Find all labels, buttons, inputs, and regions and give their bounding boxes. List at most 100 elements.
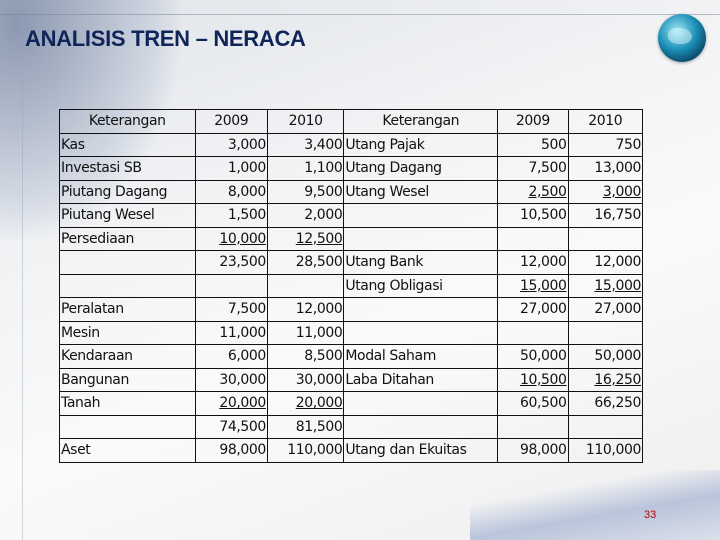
liability-2009-cell [497, 320, 569, 345]
liability-2009: 60,500 [519, 395, 567, 412]
asset-2010-cell: 8,500 [266, 344, 345, 369]
liability-2010-cell: 750 [567, 132, 644, 157]
liability-2009: 500 [541, 136, 567, 153]
liability-2009-cell [497, 414, 569, 439]
liability-2009: 50,000 [519, 348, 567, 365]
asset-2010-cell: 110,000 [266, 438, 345, 463]
liability-2010: 12,000 [594, 254, 641, 271]
liability-label: Modal Saham [345, 348, 436, 365]
asset-label-cell: Piutang Wesel [59, 203, 196, 228]
liability-2010-cell: 15,000 [567, 273, 644, 298]
asset-label: Kas [61, 136, 85, 153]
liability-2009: 27,000 [519, 301, 567, 318]
liability-2009: 10,500 [519, 371, 567, 388]
asset-2009-cell: 3,000 [194, 132, 268, 157]
table-row: Peralatan 7,500 12,000 27,000 27,000 [59, 297, 644, 322]
background-swoosh [470, 470, 720, 540]
asset-2010-cell: 12,000 [266, 297, 345, 322]
liability-label-cell: Utang dan Ekuitas [343, 438, 499, 463]
asset-2010-cell: 11,000 [266, 320, 345, 345]
liability-2010-cell: 16,250 [567, 367, 644, 392]
liability-label: Utang Dagang [345, 160, 442, 177]
liability-2010-cell [567, 320, 644, 345]
table-row: Piutang Dagang 8,000 9,500 Utang Wesel 2,500… [59, 179, 644, 204]
table-row: Persediaan 10,000 12,500 [59, 226, 644, 251]
liability-label-cell: Laba Ditahan [343, 367, 499, 392]
liability-2009-cell [497, 226, 569, 251]
liability-2010-cell: 3,000 [567, 179, 644, 204]
table-row: Aset 98,000 110,000 Utang dan Ekuitas 98,000… [59, 438, 644, 463]
liability-label-cell: Utang Pajak [343, 132, 499, 157]
liability-label-cell: Modal Saham [343, 344, 499, 369]
liability-2009-cell: 500 [497, 132, 569, 157]
table-row: Piutang Wesel 1,500 2,000 10,500 16,750 [59, 203, 644, 228]
header-cell: 2010 [567, 109, 644, 134]
table-row: Tanah 20,000 20,000 60,500 66,250 [59, 391, 644, 416]
liability-2010-cell [567, 226, 644, 251]
asset-label: Tanah [61, 395, 101, 412]
asset-2009-cell: 7,500 [194, 297, 268, 322]
header-cell: Keterangan [343, 109, 499, 134]
liability-label-cell [343, 391, 499, 416]
asset-label: Mesin [61, 324, 100, 341]
liability-label-cell: Utang Bank [343, 250, 499, 275]
liability-2009: 2,500 [528, 183, 567, 200]
liability-label: Utang Pajak [345, 136, 425, 153]
asset-label: Piutang Dagang [61, 183, 168, 200]
liability-2010: 66,250 [594, 395, 641, 412]
asset-2010: 2,000 [304, 207, 343, 224]
asset-2009-cell: 1,000 [194, 156, 268, 181]
table-row: 74,500 81,500 [59, 414, 644, 439]
liability-2010-cell: 50,000 [567, 344, 644, 369]
liability-2010: 15,000 [594, 277, 641, 294]
asset-label: Bangunan [61, 371, 129, 388]
liability-2009: 12,000 [519, 254, 567, 271]
table-row: Kendaraan 6,000 8,500 Modal Saham 50,000 50,0… [59, 344, 644, 369]
header-cell: Keterangan [59, 109, 196, 134]
liability-2009-cell: 50,000 [497, 344, 569, 369]
asset-2010: 11,000 [295, 324, 343, 341]
liability-2009-cell: 10,500 [497, 367, 569, 392]
liability-label-cell [343, 226, 499, 251]
asset-label-cell: Persediaan [59, 226, 196, 251]
page-number: 33 [644, 509, 657, 521]
liability-2009: 98,000 [519, 442, 567, 459]
liability-2010: 13,000 [594, 160, 641, 177]
asset-2009: 23,500 [219, 254, 266, 271]
table-header-row: Keterangan 2009 2010 Keterangan 2009 201… [59, 109, 644, 134]
asset-2009-cell: 74,500 [194, 414, 268, 439]
asset-2010: 8,500 [304, 348, 343, 365]
asset-2009-cell: 6,000 [194, 344, 268, 369]
asset-2010: 12,500 [295, 230, 343, 247]
liability-label: Laba Ditahan [345, 371, 434, 388]
asset-label-cell: Kendaraan [59, 344, 196, 369]
asset-2009-cell [194, 273, 268, 298]
header-cell: 2009 [194, 109, 268, 134]
liability-label-cell [343, 414, 499, 439]
liability-label-cell: Utang Wesel [343, 179, 499, 204]
asset-2009-cell: 10,000 [194, 226, 268, 251]
asset-2010-cell [266, 273, 345, 298]
asset-2010-cell: 9,500 [266, 179, 345, 204]
liability-label-cell [343, 297, 499, 322]
asset-label: Aset [61, 442, 91, 459]
asset-label-cell: Investasi SB [59, 156, 196, 181]
liability-2010-cell: 110,000 [567, 438, 644, 463]
liability-2010-cell: 12,000 [567, 250, 644, 275]
table-row: Mesin 11,000 11,000 [59, 320, 644, 345]
asset-2010-cell: 28,500 [266, 250, 345, 275]
asset-2009: 74,500 [219, 418, 266, 435]
asset-label: Persediaan [61, 230, 135, 247]
asset-2010: 81,500 [295, 418, 343, 435]
liability-2009: 10,500 [519, 207, 567, 224]
asset-2009-cell: 20,000 [194, 391, 268, 416]
asset-label-cell: Piutang Dagang [59, 179, 196, 204]
asset-2009-cell: 8,000 [194, 179, 268, 204]
liability-label-cell: Utang Dagang [343, 156, 499, 181]
asset-2010: 110,000 [287, 442, 343, 459]
liability-label: Utang Bank [345, 254, 424, 271]
globe-icon [658, 14, 706, 62]
liability-label: Utang Wesel [345, 183, 429, 200]
asset-2009: 8,000 [227, 183, 266, 200]
asset-2010-cell: 81,500 [266, 414, 345, 439]
